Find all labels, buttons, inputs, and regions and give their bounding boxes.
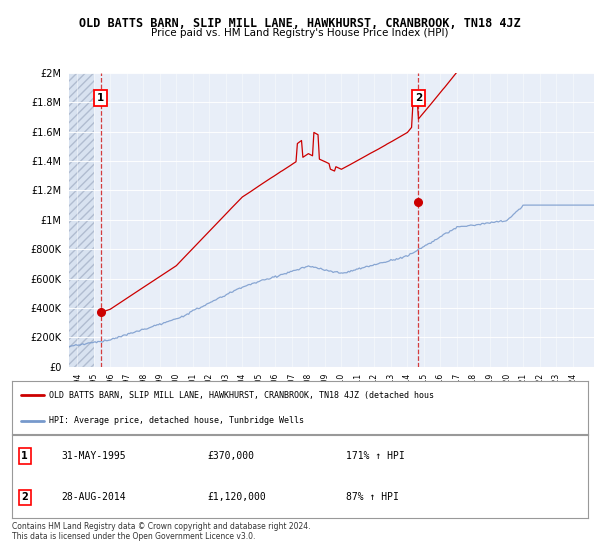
Text: 31-MAY-1995: 31-MAY-1995 [61, 451, 125, 461]
Text: 87% ↑ HPI: 87% ↑ HPI [346, 492, 399, 502]
Text: 1: 1 [21, 451, 28, 461]
Text: 28-AUG-2014: 28-AUG-2014 [61, 492, 125, 502]
Text: 1: 1 [97, 93, 104, 103]
Text: OLD BATTS BARN, SLIP MILL LANE, HAWKHURST, CRANBROOK, TN18 4JZ: OLD BATTS BARN, SLIP MILL LANE, HAWKHURS… [79, 17, 521, 30]
Text: 171% ↑ HPI: 171% ↑ HPI [346, 451, 405, 461]
Text: 2: 2 [21, 492, 28, 502]
Text: OLD BATTS BARN, SLIP MILL LANE, HAWKHURST, CRANBROOK, TN18 4JZ (detached hous: OLD BATTS BARN, SLIP MILL LANE, HAWKHURS… [49, 391, 434, 400]
Text: £370,000: £370,000 [208, 451, 255, 461]
Text: HPI: Average price, detached house, Tunbridge Wells: HPI: Average price, detached house, Tunb… [49, 416, 304, 425]
Text: £1,120,000: £1,120,000 [208, 492, 266, 502]
Bar [69, 73, 94, 367]
Text: Price paid vs. HM Land Registry's House Price Index (HPI): Price paid vs. HM Land Registry's House … [151, 28, 449, 38]
Text: 2: 2 [415, 93, 422, 103]
Text: Contains HM Land Registry data © Crown copyright and database right 2024.
This d: Contains HM Land Registry data © Crown c… [12, 522, 311, 542]
